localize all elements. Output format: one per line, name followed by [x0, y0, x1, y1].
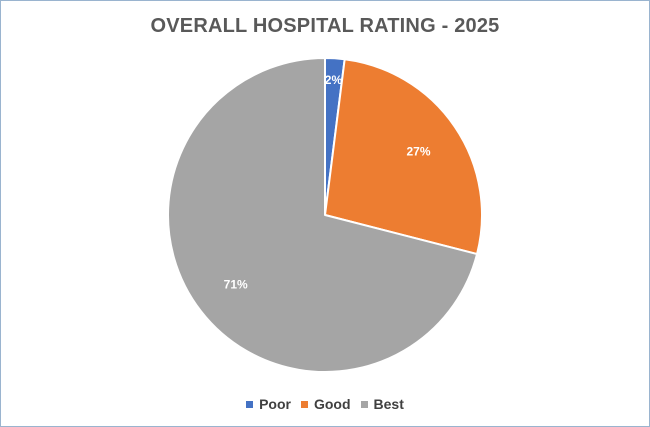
pie-chart: 2% 27% 71%	[167, 57, 483, 373]
legend-item-good: Good	[300, 396, 351, 412]
pie-slice-best	[167, 57, 479, 373]
legend-item-poor: Poor	[246, 396, 291, 412]
legend-item-best: Best	[360, 396, 404, 412]
legend-swatch-poor	[246, 400, 254, 408]
chart-legend: Poor Good Best	[1, 396, 649, 412]
data-label-best: 71%	[224, 277, 248, 291]
legend-label-good: Good	[313, 396, 351, 412]
pie-slice-good	[324, 58, 483, 256]
legend-label-best: Best	[373, 396, 404, 412]
legend-label-poor: Poor	[259, 396, 291, 412]
legend-swatch-best	[360, 400, 368, 408]
data-label-poor: 2%	[325, 73, 343, 87]
chart-title: OVERALL HOSPITAL RATING - 2025	[150, 15, 500, 37]
data-label-good: 27%	[406, 144, 430, 158]
legend-swatch-good	[300, 400, 308, 408]
